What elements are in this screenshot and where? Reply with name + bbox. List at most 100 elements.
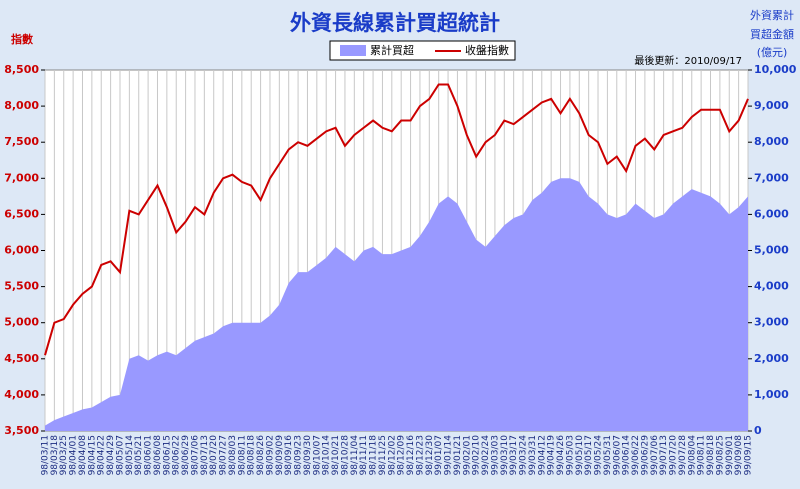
y2-axis-label: 買超金額	[750, 27, 794, 41]
x-tick-label: 99/05/17	[584, 435, 594, 475]
x-tick-label: 98/04/08	[78, 435, 88, 476]
x-tick-label: 99/09/01	[725, 435, 735, 475]
x-tick-label: 98/12/23	[415, 435, 425, 475]
x-tick-label: 98/09/02	[265, 435, 275, 475]
y2-tick-label: 8,000	[754, 135, 789, 148]
line	[44, 83, 749, 356]
x-tick-label: 98/04/22	[97, 435, 107, 475]
y2-tick-label: 4,000	[754, 280, 789, 293]
x-tick-label: 99/03/17	[509, 435, 519, 475]
legend-swatch	[340, 45, 366, 56]
x-tick-label: 98/03/25	[59, 435, 69, 475]
x-tick-label: 99/04/12	[537, 435, 547, 475]
y2-tick-label: 0	[754, 424, 762, 437]
y-tick-label: 6,000	[4, 244, 39, 257]
x-tick-label: 99/06/29	[640, 435, 650, 476]
x-tick-label: 98/07/20	[209, 435, 219, 476]
legend	[329, 40, 516, 61]
x-tick-label: 99/03/31	[528, 435, 538, 475]
y-tick-label: 6,500	[4, 207, 39, 220]
legend-label: 收盤指數	[465, 43, 509, 57]
x-tick-label: 99/05/03	[565, 435, 575, 475]
x-tick-label: 99/02/24	[481, 435, 491, 476]
y2-tick-label: 9,000	[754, 99, 789, 112]
x-tick-label: 98/09/23	[294, 435, 304, 475]
x-tick-label: 98/09/16	[284, 435, 294, 476]
x-tick-label: 98/04/29	[106, 435, 116, 476]
y-tick-label: 5,500	[4, 280, 39, 293]
x-tick-label: 98/05/21	[134, 435, 144, 475]
update-note: 最後更新：2010/09/17	[634, 54, 742, 67]
x-tick-label: 99/06/07	[612, 435, 622, 475]
x-tick-label: 99/06/14	[622, 435, 632, 476]
x-tick-label: 98/03/11	[41, 435, 51, 475]
x-tick-label: 98/12/30	[425, 435, 435, 476]
x-tick-label: 98/09/09	[275, 435, 285, 476]
x-tick-label: 99/08/11	[697, 435, 707, 475]
x-tick-label: 98/11/25	[378, 435, 388, 475]
x-tick-label: 99/05/10	[575, 435, 585, 476]
x-tick-label: 98/07/13	[200, 435, 210, 475]
y2-tick-label: 7,000	[754, 171, 789, 184]
x-tick-label: 99/02/01	[462, 435, 472, 475]
y2-tick-label: 1,000	[754, 388, 789, 401]
x-tick-label: 99/04/26	[556, 435, 566, 476]
x-tick-label: 98/05/07	[115, 435, 125, 475]
x-tick-label: 99/01/14	[444, 435, 454, 476]
y-tick-label: 4,000	[4, 388, 39, 401]
y-axis-label: 指數	[11, 32, 33, 46]
legend-label: 累計買超	[370, 43, 414, 57]
x-tick-label: 98/07/06	[190, 435, 200, 476]
x-tick-label: 98/03/18	[50, 435, 60, 476]
x-tick-label: 99/03/10	[500, 435, 510, 476]
x-tick-label: 98/12/16	[406, 435, 416, 476]
x-tick-label: 98/06/15	[162, 435, 172, 475]
x-tick-label: 99/09/15	[744, 435, 754, 475]
x-tick-label: 99/07/13	[659, 435, 669, 475]
x-tick-label: 99/07/06	[650, 435, 660, 476]
x-tick-label: 98/06/01	[144, 435, 154, 475]
y-tick-label: 8,500	[4, 63, 39, 76]
area	[45, 178, 748, 431]
x-tick-label: 98/04/01	[69, 435, 79, 475]
x-tick-label: 99/01/21	[453, 435, 463, 475]
x-tick-label: 99/01/07	[434, 435, 444, 475]
x-tick-label: 99/03/03	[490, 435, 500, 475]
x-tick-label: 99/05/24	[594, 435, 604, 476]
y-tick-label: 7,500	[4, 135, 39, 148]
y-tick-label: 7,000	[4, 171, 39, 184]
x-tick-label: 99/07/20	[669, 435, 679, 476]
x-tick-label: 98/08/11	[237, 435, 247, 475]
x-tick-label: 98/09/30	[303, 435, 313, 476]
x-tick-label: 99/08/18	[706, 435, 716, 476]
y-tick-label: 8,000	[4, 99, 39, 112]
x-tick-label: 98/12/02	[387, 435, 397, 475]
x-tick-label: 99/05/31	[603, 435, 613, 475]
x-tick-label: 98/10/21	[331, 435, 341, 475]
y2-tick-label: 10,000	[754, 63, 797, 76]
y2-tick-label: 3,000	[754, 316, 789, 329]
x-tick-label: 98/11/11	[359, 435, 369, 475]
x-tick-label: 99/09/08	[734, 435, 744, 476]
y2-tick-label: 6,000	[754, 207, 789, 220]
x-tick-label: 98/04/15	[87, 435, 97, 475]
x-tick-label: 99/04/19	[547, 435, 557, 476]
y2-tick-label: 2,000	[754, 352, 789, 365]
x-tick-label: 99/02/10	[472, 435, 482, 476]
y-tick-label: 3,500	[4, 424, 39, 437]
x-tick-label: 98/08/26	[256, 435, 266, 476]
x-tick-label: 99/06/22	[631, 435, 641, 475]
x-tick-label: 98/11/04	[350, 435, 360, 476]
x-tick-label: 99/08/25	[715, 435, 725, 475]
x-tick-label: 98/07/27	[219, 435, 229, 475]
x-tick-label: 98/06/22	[172, 435, 182, 475]
x-tick-label: 98/06/08	[153, 435, 163, 476]
y2-axis-label: 外資累計	[750, 8, 794, 22]
y-tick-label: 5,000	[4, 316, 39, 329]
x-tick-label: 99/07/28	[678, 435, 688, 476]
x-tick-label: 99/08/04	[687, 435, 697, 476]
y2-tick-label: 5,000	[754, 244, 789, 257]
x-tick-label: 98/08/18	[247, 435, 257, 476]
x-tick-label: 98/10/07	[312, 435, 322, 475]
